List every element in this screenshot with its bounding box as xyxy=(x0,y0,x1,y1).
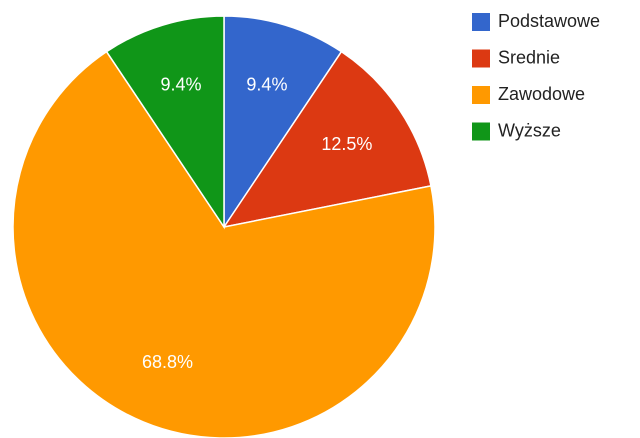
legend-swatch xyxy=(472,122,490,141)
legend-swatch xyxy=(472,13,490,31)
slice-label: 9.4% xyxy=(246,74,287,94)
slice-label: 12.5% xyxy=(321,134,372,154)
legend-label: Wyższe xyxy=(498,120,561,140)
legend-label: Srednie xyxy=(498,47,560,67)
pie-slice xyxy=(222,50,432,229)
legend-swatch xyxy=(472,86,490,104)
legend-swatch xyxy=(472,49,490,68)
pie-slice xyxy=(105,15,225,230)
legend-label: Zawodowe xyxy=(498,84,585,104)
pie-slice xyxy=(12,50,436,438)
slice-label: 68.8% xyxy=(142,352,193,372)
legend-label: Podstawowe xyxy=(498,11,600,31)
pie-slice xyxy=(223,15,343,230)
slice-label: 9.4% xyxy=(161,74,202,94)
